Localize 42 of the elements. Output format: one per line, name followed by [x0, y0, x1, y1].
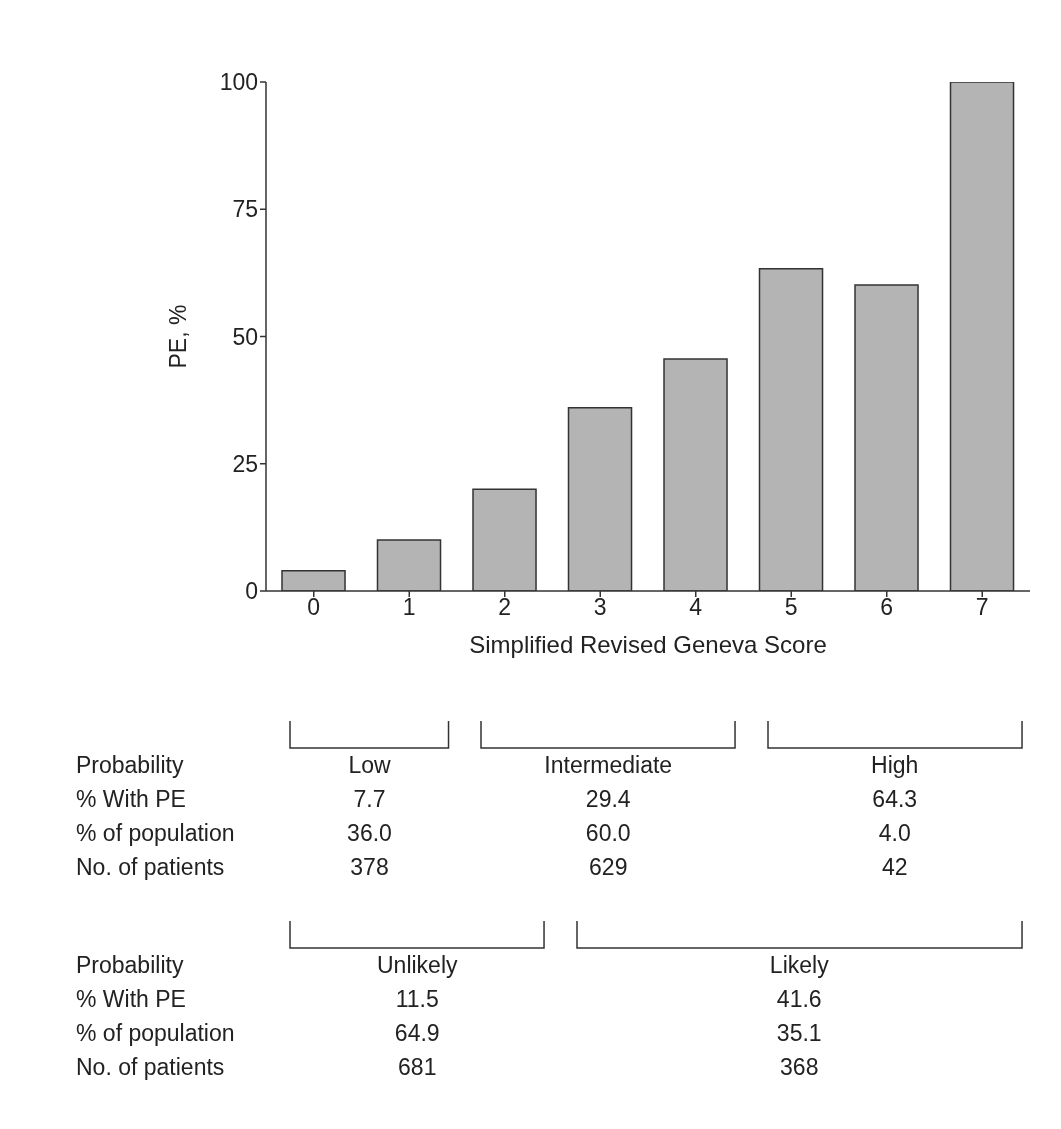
text: No. of patients: [76, 854, 225, 881]
text: Low: [347, 752, 392, 779]
text: 64.9: [393, 1020, 441, 1047]
x-tick-label: 6: [880, 594, 894, 621]
text: 11.5: [394, 986, 440, 1013]
text: 7.7: [352, 786, 387, 813]
text: 681: [397, 1054, 438, 1081]
text: 64.3: [871, 786, 919, 813]
x-tick-label: 7: [975, 594, 989, 621]
x-tick-label: 4: [689, 594, 703, 621]
y-tick-label: 75: [232, 196, 258, 223]
text: 368: [779, 1054, 820, 1081]
text: No. of patients: [76, 1054, 225, 1081]
y-tick-label: 25: [232, 450, 258, 477]
text: Probability: [76, 752, 184, 779]
x-tick-label: 0: [307, 594, 321, 621]
text: 42: [880, 854, 909, 881]
text: 35.1: [775, 1020, 823, 1047]
text: % of population: [76, 820, 235, 847]
text: High: [870, 752, 920, 779]
text: 29.4: [584, 786, 632, 813]
y-tick-label: 100: [219, 69, 258, 96]
text: % of population: [76, 1020, 235, 1047]
y-tick-label: 50: [232, 323, 258, 350]
text: Likely: [768, 952, 830, 979]
text: 60.0: [584, 820, 632, 847]
text: % With PE: [76, 986, 186, 1013]
text: Intermediate: [543, 752, 674, 779]
text: % With PE: [76, 786, 186, 813]
y-axis-title: PE, %: [165, 304, 192, 369]
text: 41.6: [775, 986, 823, 1013]
text: 629: [588, 854, 629, 881]
text: Probability: [76, 952, 184, 979]
text: Unlikely: [376, 952, 459, 979]
x-tick-label: 1: [402, 594, 416, 621]
x-tick-label: 3: [593, 594, 607, 621]
x-tick-label: 2: [498, 594, 512, 621]
text: 36.0: [347, 820, 392, 846]
text: 4.0: [877, 820, 912, 847]
text: 378: [350, 854, 389, 880]
x-axis-title: Simplified Revised Geneva Score: [469, 631, 827, 658]
x-tick-label: 5: [784, 594, 798, 621]
